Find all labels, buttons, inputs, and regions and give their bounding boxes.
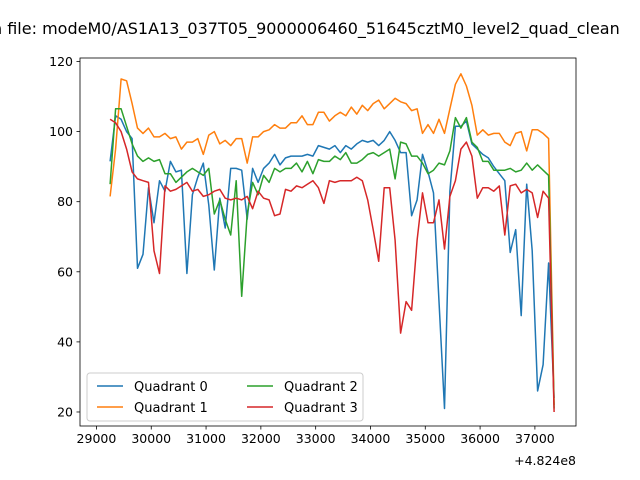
y-tick-label: 60 [57, 264, 73, 279]
legend-label-quadrant-3: Quadrant 3 [284, 401, 358, 416]
legend-box [86, 372, 364, 422]
legend-label-quadrant-0: Quadrant 0 [134, 380, 208, 395]
chart-title: n file: modeM0/AS1A13_037T05_9000006460_… [0, 19, 620, 39]
x-offset-label: +4.824e8 [514, 453, 576, 468]
series-line-quadrant-2 [109, 108, 555, 409]
axes: 29000 30000 31000 32000 33000 34000 35000 36000… [49, 54, 577, 468]
series-line-quadrant-0 [109, 115, 555, 410]
y-tick-label: 100 [49, 124, 73, 139]
legend-label-quadrant-1: Quadrant 1 [134, 401, 208, 416]
x-tick-label: 29000 [77, 431, 117, 446]
plot-area [109, 73, 555, 413]
series-line-quadrant-1 [109, 73, 555, 406]
y-tick-label: 20 [57, 404, 73, 419]
y-tick-label: 40 [57, 334, 73, 349]
x-tick-label: 30000 [131, 431, 171, 446]
x-tick-label: 36000 [460, 431, 500, 446]
legend-label-quadrant-2: Quadrant 2 [284, 380, 358, 395]
series-line-quadrant-3 [109, 118, 555, 413]
y-tick-label: 80 [57, 194, 73, 209]
x-tick-label: 33000 [296, 431, 336, 446]
x-tick-label: 35000 [405, 431, 445, 446]
legend: Quadrant 0 Quadrant 1 Quadrant 2 Quadrant 3 [86, 372, 364, 422]
x-tick-label: 34000 [351, 431, 391, 446]
x-tick-label: 37000 [515, 431, 555, 446]
axes-frame [79, 57, 577, 427]
x-tick-label: 32000 [241, 431, 281, 446]
y-tick-label: 120 [49, 54, 73, 69]
x-tick-label: 31000 [186, 431, 226, 446]
